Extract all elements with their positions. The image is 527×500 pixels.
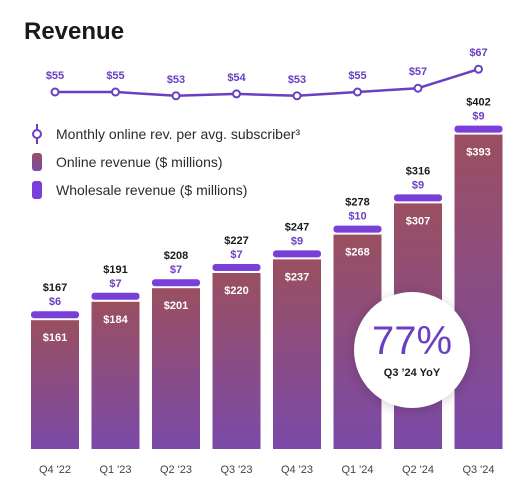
legend-item-online: Online revenue ($ millions) xyxy=(30,148,300,176)
wholesale-swatch-icon xyxy=(30,181,44,199)
line-value-label: $53 xyxy=(288,74,306,86)
x-tick-label: Q3 '24 xyxy=(462,464,494,476)
line-value-label: $55 xyxy=(348,70,366,82)
wholesale-bar xyxy=(333,225,382,233)
online-bar xyxy=(454,134,503,449)
line-point xyxy=(171,91,181,101)
yoy-value: 77% xyxy=(371,319,453,363)
total-value-label: $316 xyxy=(406,165,430,177)
online-bar xyxy=(91,301,140,449)
line-point xyxy=(232,89,241,99)
x-tick-label: Q2 '24 xyxy=(402,464,434,476)
online-bar xyxy=(212,273,261,449)
total-value-label: $167 xyxy=(43,282,67,294)
wholesale-bar xyxy=(273,250,321,258)
online-value-label: $201 xyxy=(164,300,188,312)
x-tick-label: Q1 '23 xyxy=(99,464,131,476)
wholesale-bar xyxy=(212,264,261,271)
online-bar xyxy=(152,288,200,449)
line-point xyxy=(50,87,60,97)
total-value-label: $191 xyxy=(103,264,127,276)
wholesale-value-label: $7 xyxy=(109,278,121,290)
online-bar xyxy=(31,320,79,449)
wholesale-bar xyxy=(394,194,442,202)
line-value-label: $57 xyxy=(409,66,427,78)
line-value-label: $55 xyxy=(46,70,64,82)
line-marker-icon xyxy=(30,124,44,144)
line-value-label: $55 xyxy=(106,70,124,82)
line-value-label: $67 xyxy=(469,47,487,59)
wholesale-bar xyxy=(152,279,200,287)
legend-label-line: Monthly online rev. per avg. subscriber³ xyxy=(56,126,301,142)
legend: Monthly online rev. per avg. subscriber³… xyxy=(30,120,300,204)
wholesale-value-label: $10 xyxy=(348,211,366,223)
subscriber-revenue-line xyxy=(55,68,479,98)
wholesale-value-label: $9 xyxy=(472,111,484,123)
online-swatch-icon xyxy=(30,153,44,171)
online-value-label: $237 xyxy=(285,271,309,283)
x-tick-label: Q2 '23 xyxy=(160,464,192,476)
legend-item-line: Monthly online rev. per avg. subscriber³ xyxy=(30,120,300,148)
x-tick-label: Q4 '23 xyxy=(281,464,313,476)
wholesale-value-label: $7 xyxy=(230,249,242,261)
total-value-label: $208 xyxy=(164,250,188,262)
wholesale-value-label: $9 xyxy=(412,179,424,191)
line-point xyxy=(111,87,120,97)
wholesale-bar xyxy=(454,125,503,133)
total-value-label: $227 xyxy=(224,235,248,247)
online-value-label: $393 xyxy=(466,147,490,159)
yoy-callout: 77% Q3 ’24 YoY xyxy=(354,292,470,408)
wholesale-value-label: $9 xyxy=(291,235,303,247)
online-value-label: $220 xyxy=(224,285,248,297)
chart-title: Revenue xyxy=(24,18,125,45)
line-point xyxy=(413,83,423,93)
line-value-label: $53 xyxy=(167,74,185,86)
line-point xyxy=(353,87,362,97)
wholesale-bar xyxy=(31,311,79,319)
x-tick-label: Q4 '22 xyxy=(39,464,71,476)
legend-label-wholesale: Wholesale revenue ($ millions) xyxy=(56,182,248,198)
legend-label-online: Online revenue ($ millions) xyxy=(56,154,223,170)
total-value-label: $247 xyxy=(285,221,309,233)
total-value-label: $278 xyxy=(345,197,369,209)
line-value-label: $54 xyxy=(227,72,246,84)
legend-item-wholesale: Wholesale revenue ($ millions) xyxy=(30,176,300,204)
x-tick-label: Q3 '23 xyxy=(220,464,252,476)
yoy-label: Q3 ’24 YoY xyxy=(383,367,441,379)
total-value-label: $402 xyxy=(466,97,490,109)
line-point xyxy=(292,91,302,101)
wholesale-value-label: $6 xyxy=(49,296,61,308)
online-value-label: $184 xyxy=(103,314,128,326)
line-point xyxy=(474,64,483,74)
online-value-label: $268 xyxy=(345,247,369,259)
wholesale-value-label: $7 xyxy=(170,264,182,276)
online-value-label: $161 xyxy=(43,332,67,344)
online-bar xyxy=(273,259,321,449)
wholesale-bar xyxy=(91,292,140,300)
x-tick-label: Q1 '24 xyxy=(341,464,373,476)
online-value-label: $307 xyxy=(406,215,430,227)
